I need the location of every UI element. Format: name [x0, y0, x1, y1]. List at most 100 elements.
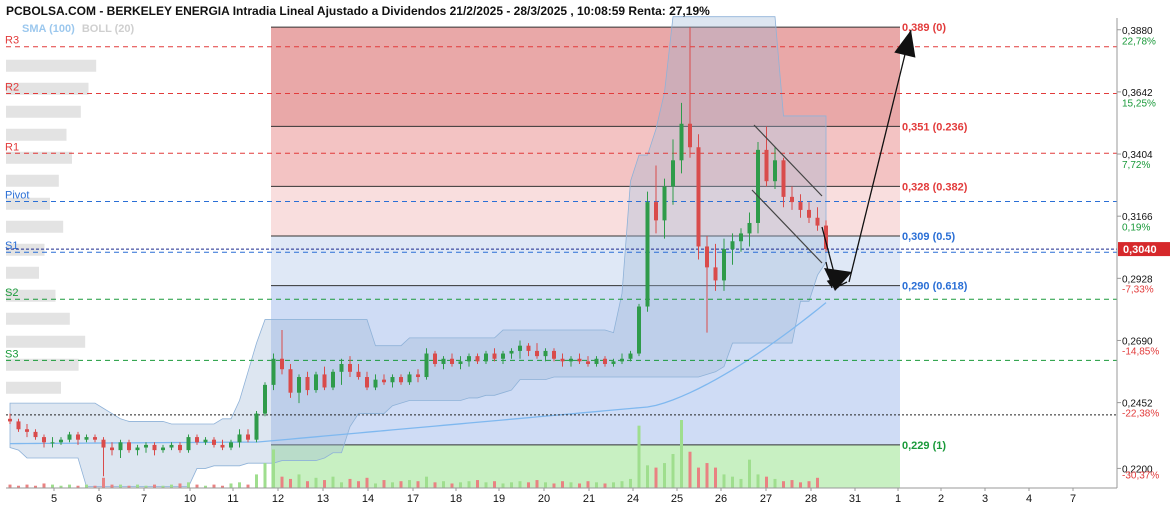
- x-tick-label: 10: [184, 493, 196, 505]
- pivot-label: R2: [5, 81, 19, 93]
- volume-bar: [323, 480, 326, 488]
- volume-bar: [42, 483, 46, 488]
- candle-body: [509, 350, 514, 354]
- legend-boll[interactable]: BOLL (20): [81, 23, 135, 35]
- volume-bar: [272, 449, 275, 488]
- candle-body: [271, 358, 276, 385]
- candle-body: [84, 437, 89, 440]
- volume-bar: [161, 485, 165, 488]
- volume-bar: [501, 483, 505, 488]
- y-tick-label: 0,2200: [1122, 464, 1153, 475]
- candle-body: [152, 444, 157, 451]
- volume-bar: [51, 484, 54, 488]
- x-tick-label: 31: [849, 493, 861, 505]
- fibonacci-label: 0,389 (0): [902, 22, 946, 34]
- candle-body: [790, 196, 794, 203]
- volume-bar: [340, 482, 343, 488]
- candle-body: [67, 434, 72, 440]
- volume-bar: [552, 483, 556, 488]
- volume-bar: [816, 477, 819, 488]
- candle-body: [76, 434, 80, 440]
- candle-body: [747, 222, 752, 234]
- candle-body: [135, 447, 140, 451]
- pivot-label: S1: [5, 240, 18, 252]
- volume-bar: [586, 481, 590, 488]
- candle-body: [696, 147, 701, 247]
- candle-body: [484, 353, 488, 362]
- candle-body: [220, 444, 225, 448]
- pivot-label: S3: [5, 348, 18, 360]
- volume-bar: [416, 481, 420, 488]
- candle-body: [305, 377, 310, 391]
- pct-label: -14,85%: [1122, 346, 1159, 357]
- candle-body: [161, 447, 165, 451]
- legend-sma[interactable]: SMA (100): [22, 23, 75, 35]
- candle-body: [671, 160, 675, 187]
- candle-body: [50, 442, 55, 444]
- volume-bar: [195, 484, 199, 488]
- candle-body: [212, 439, 216, 445]
- volume-bar: [671, 454, 675, 488]
- volume-bar: [807, 481, 811, 488]
- volume-bar: [68, 484, 71, 488]
- pct-label: 0,19%: [1122, 222, 1150, 233]
- candle-body: [59, 439, 63, 443]
- candle-body: [339, 363, 344, 372]
- volume-bar: [697, 467, 700, 488]
- volume-bar: [144, 485, 148, 488]
- y-tick-label: 0,2690: [1122, 336, 1153, 347]
- volume-bar: [663, 463, 666, 488]
- y-tick-label: 0,3880: [1122, 26, 1153, 37]
- candle-body: [390, 377, 395, 383]
- volume-profile-bar: [6, 220, 64, 233]
- candle-body: [416, 374, 420, 378]
- volume-bar: [578, 483, 581, 488]
- candle-body: [186, 437, 191, 451]
- volume-bar: [637, 425, 641, 488]
- fibonacci-zone: [271, 285, 900, 445]
- volume-profile-bar: [6, 105, 81, 118]
- volume-profile-bar: [6, 358, 79, 371]
- volume-bar: [476, 480, 479, 488]
- candle-body: [535, 350, 539, 357]
- volume-bar: [705, 463, 709, 488]
- x-tick-label: 4: [1026, 493, 1032, 505]
- volume-bar: [110, 484, 114, 488]
- volume-bar: [484, 482, 488, 488]
- candle-body: [348, 363, 352, 372]
- projection-arrow-up-shaft: [848, 29, 912, 283]
- volume-bar: [297, 474, 301, 488]
- y-tick-label: 0,3404: [1122, 150, 1153, 161]
- candle-body: [101, 439, 106, 448]
- candle-body: [246, 434, 250, 440]
- candle-body: [42, 437, 46, 443]
- candle-body: [637, 306, 641, 354]
- x-tick-label: 28: [805, 493, 817, 505]
- y-tick-label: 0,2452: [1122, 399, 1153, 410]
- volume-bar: [544, 482, 547, 488]
- candle-body: [713, 267, 718, 281]
- volume-bar: [76, 485, 80, 488]
- candle-body: [594, 358, 599, 364]
- candle-body: [169, 444, 174, 448]
- candle-body: [144, 444, 148, 448]
- volume-bar: [782, 481, 785, 488]
- candle-body: [475, 356, 480, 362]
- volume-bar: [535, 480, 539, 488]
- volume-bar: [127, 485, 131, 488]
- x-tick-label: 20: [538, 493, 550, 505]
- current-price-box: [1118, 242, 1170, 257]
- volume-bar: [357, 481, 360, 488]
- volume-bar: [569, 482, 573, 488]
- volume-bar: [17, 485, 20, 488]
- candle-body: [110, 447, 114, 451]
- x-tick-label: 17: [407, 493, 419, 505]
- x-tick-label: 21: [583, 493, 595, 505]
- volume-bar: [612, 482, 615, 488]
- volume-bar: [425, 476, 428, 488]
- volume-bar: [799, 482, 802, 488]
- volume-bar: [382, 480, 386, 488]
- channel-line-lower: [751, 189, 823, 264]
- candle-body: [773, 160, 777, 182]
